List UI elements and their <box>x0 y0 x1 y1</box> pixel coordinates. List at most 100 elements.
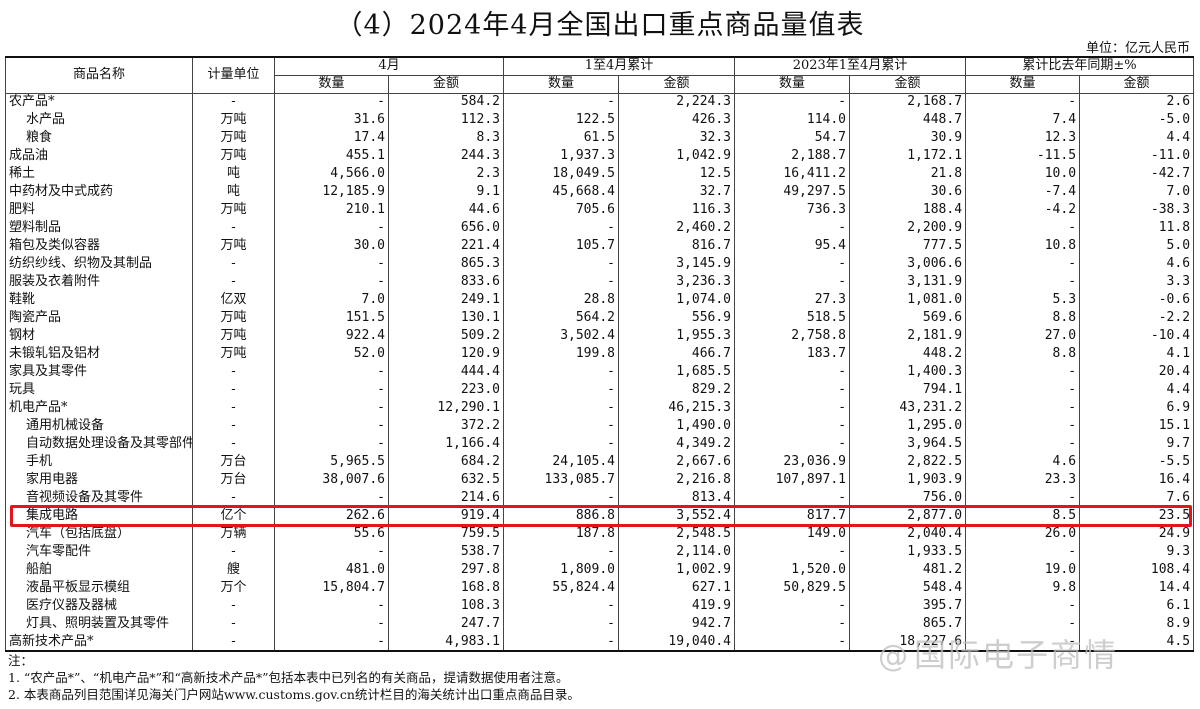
cell-amount: 448.7 <box>849 111 967 129</box>
cell-amount: 569.6 <box>849 309 967 327</box>
cell-amount: 23.5 <box>1079 507 1195 525</box>
cell-quantity: 8.5 <box>965 507 1081 525</box>
header-qty: 数量 <box>274 75 389 94</box>
cell-amount: 756.0 <box>849 489 967 507</box>
cell-amount: 30.9 <box>849 129 967 147</box>
cell-quantity: 1,937.3 <box>503 147 619 165</box>
cell-amount: -42.7 <box>1079 165 1195 183</box>
cell-amount: 4,983.1 <box>388 633 504 651</box>
cell-quantity: - <box>503 417 619 435</box>
cell-amount: 444.4 <box>388 363 504 381</box>
cell-amount: 813.4 <box>617 489 736 507</box>
cell-quantity: - <box>503 273 619 291</box>
cell-product-name: 汽车（包括底盘） <box>5 525 193 543</box>
cell-amount: 46,215.3 <box>617 399 736 417</box>
cell-product-name: 医疗仪器及器械 <box>5 597 193 615</box>
cell-product-name: 钢材 <box>5 327 193 345</box>
cell-amount: 2,877.0 <box>849 507 967 525</box>
cell-product-name: 家具及其零件 <box>5 363 193 381</box>
cell-quantity: 107,897.1 <box>734 471 851 489</box>
cell-amount: -10.4 <box>1079 327 1195 345</box>
cell-amount: 2,181.9 <box>849 327 967 345</box>
table-row: 玩具 - -223.0-829.2-794.1-4.4 <box>5 381 1195 399</box>
cell-amount: 7.6 <box>1079 489 1195 507</box>
cell-amount: 3,006.6 <box>849 255 967 273</box>
cell-amount: 3,131.9 <box>849 273 967 291</box>
cell-quantity: 210.1 <box>274 201 389 219</box>
cell-quantity: - <box>274 633 389 651</box>
cell-quantity: - <box>274 543 389 561</box>
cell-product-name: 自动数据处理设备及其零部件 <box>5 435 193 453</box>
cell-amount: 221.4 <box>388 237 504 255</box>
table-row: 陶瓷产品 万吨 151.5 130.1 564.2 556.9 518.5 569.6 8.8-… <box>5 309 1195 327</box>
cell-amount: 509.2 <box>388 327 504 345</box>
cell-quantity: 187.8 <box>503 525 619 543</box>
table-row: 家具及其零件 - -444.4-1,685.5-1,400.3-20.4 <box>5 363 1195 381</box>
cell-quantity: - <box>965 489 1081 507</box>
cell-amount: 2,667.6 <box>617 453 736 471</box>
cell-product-name: 服装及衣着附件 <box>5 273 193 291</box>
cell-unit: 万台 <box>192 453 275 471</box>
cell-quantity: - <box>274 615 389 633</box>
cell-amount: -11.0 <box>1079 147 1195 165</box>
cell-amount: 395.7 <box>849 597 967 615</box>
notes: 注： 1. “农产品*”、“机电产品*”和“高新技术产品*”包括本表中已列名的有… <box>8 652 580 703</box>
cell-quantity: 15,804.7 <box>274 579 389 597</box>
page-title: （4）2024年4月全国出口重点商品量值表 <box>335 10 865 41</box>
cell-quantity: 1,520.0 <box>734 561 851 579</box>
cell-amount: 9.7 <box>1079 435 1195 453</box>
cell-product-name: 音视频设备及其零件 <box>5 489 193 507</box>
cell-quantity: - <box>274 219 389 237</box>
cell-amount: 3,236.3 <box>617 273 736 291</box>
cell-quantity: 10.0 <box>965 165 1081 183</box>
cell-product-name: 汽车零配件 <box>5 543 193 561</box>
table-row: 中药材及中式成药吨 12,185.9 9.1 45,668.4 32.7 49,297.5… <box>5 183 1195 201</box>
cell-product-name: 塑料制品 <box>5 219 193 237</box>
cell-quantity: - <box>274 381 389 399</box>
cell-amount: -0.6 <box>1079 291 1195 309</box>
cell-amount: 1,933.5 <box>849 543 967 561</box>
cell-quantity: - <box>965 255 1081 273</box>
cell-quantity: 49,297.5 <box>734 183 851 201</box>
cell-amount: 1,166.4 <box>388 435 504 453</box>
cell-unit: - <box>192 435 275 453</box>
cell-quantity: - <box>965 363 1081 381</box>
cell-unit: 万台 <box>192 471 275 489</box>
cell-quantity: - <box>274 435 389 453</box>
cell-amount: 130.1 <box>388 309 504 327</box>
cell-amount: 656.0 <box>388 219 504 237</box>
cell-amount: 1,081.0 <box>849 291 967 309</box>
cell-quantity: 5.3 <box>965 291 1081 309</box>
cell-unit: 亿双 <box>192 291 275 309</box>
watermark-text: 国际电子商情 <box>914 636 1119 674</box>
table-row: 汽车（包括底盘） 万辆 55.6 759.5 187.8 2,548.5 149.0 2,04… <box>5 525 1195 543</box>
cell-quantity: 31.6 <box>274 111 389 129</box>
cell-product-name: 玩具 <box>5 381 193 399</box>
table-row: 纺织纱线、织物及其制品 - -865.3-3,145.9-3,006.6-4.6 <box>5 255 1195 273</box>
cell-amount: 2,822.5 <box>849 453 967 471</box>
table-row: 肥料 万吨 210.1 44.6 705.6 116.3 736.3 188.4 -4.2 -38… <box>5 201 1195 219</box>
cell-amount: 2,168.7 <box>849 93 967 111</box>
cell-product-name: 灯具、照明装置及其零件 <box>5 615 193 633</box>
cell-amount: 214.6 <box>388 489 504 507</box>
table-row: 汽车零配件 - -538.7-2,114.0-1,933.5-9.3 <box>5 543 1195 561</box>
cell-quantity: - <box>503 93 619 111</box>
cell-quantity: 16,411.2 <box>734 165 851 183</box>
cell-amount: 249.1 <box>388 291 504 309</box>
cell-unit: 万吨 <box>192 111 275 129</box>
cell-quantity: 55.6 <box>274 525 389 543</box>
cell-quantity: - <box>965 435 1081 453</box>
cell-amount: 1,074.0 <box>617 291 736 309</box>
cell-amount: 816.7 <box>617 237 736 255</box>
cell-quantity: - <box>734 363 851 381</box>
cell-quantity: - <box>734 597 851 615</box>
header-group-ytd: 1至4月累计 <box>502 57 736 76</box>
table-row: 箱包及类似容器 万吨 30.0 221.4 105.7 816.7 95.4 777.5 10.… <box>5 237 1195 255</box>
cell-amount: 556.9 <box>617 309 736 327</box>
cell-unit: 亿个 <box>192 507 275 525</box>
cell-quantity: 28.8 <box>503 291 619 309</box>
header-amt: 金额 <box>849 75 967 94</box>
cell-quantity: - <box>965 399 1081 417</box>
cell-quantity: -7.4 <box>965 183 1081 201</box>
cell-unit: - <box>192 543 275 561</box>
